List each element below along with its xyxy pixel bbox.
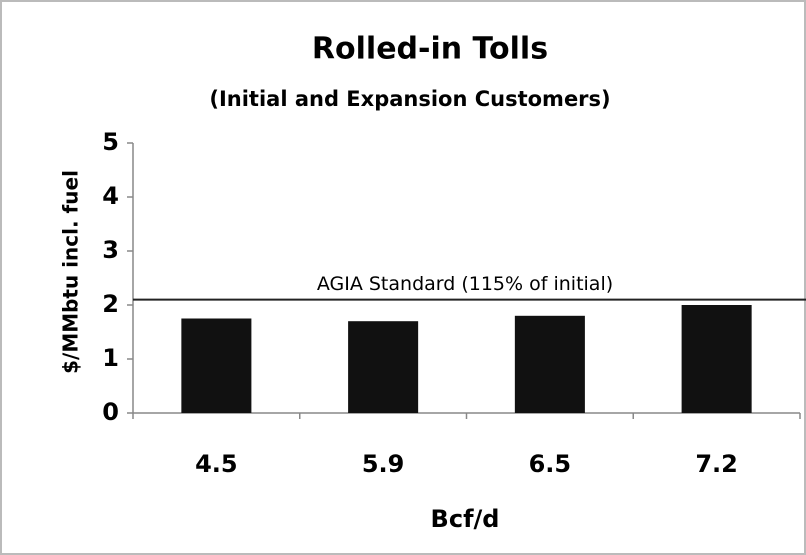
x-tick-label: 6.5: [529, 450, 572, 478]
chart-title: Rolled-in Tolls: [312, 32, 548, 67]
y-tick-label: 3: [102, 236, 119, 264]
y-tick-label: 1: [102, 344, 119, 372]
bar: [514, 315, 585, 413]
x-tick-label: 7.2: [695, 450, 738, 478]
bar: [181, 318, 252, 413]
x-tick-label: 5.9: [362, 450, 405, 478]
y-axis-label: $/MMbtu incl. fuel: [59, 170, 83, 374]
bar: [348, 321, 419, 413]
y-tick-label: 2: [102, 290, 119, 318]
chart-subtitle: (Initial and Expansion Customers): [209, 87, 610, 111]
y-tick-label: 0: [102, 398, 119, 426]
x-tick-label: 4.5: [195, 450, 238, 478]
bar: [681, 305, 752, 413]
y-tick-label: 5: [102, 128, 119, 156]
x-axis-label: Bcf/d: [431, 505, 500, 533]
reference-label: AGIA Standard (115% of initial): [317, 273, 613, 295]
y-tick-label: 4: [102, 182, 119, 210]
